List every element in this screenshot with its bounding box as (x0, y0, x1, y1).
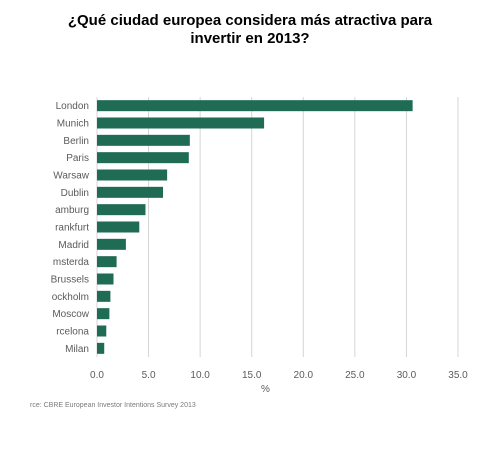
x-tick-label-1: 5.0 (142, 370, 156, 381)
bar-amsterdam (97, 256, 117, 268)
category-label-dublin: Dublin (61, 188, 89, 199)
category-label-paris: Paris (66, 153, 89, 164)
category-label-stockholm: ockholm (52, 292, 89, 303)
bars (97, 100, 413, 354)
bar-moscow (97, 308, 110, 320)
category-label-hamburg: amburg (55, 205, 89, 216)
bar-milan (97, 342, 105, 354)
x-tick-label-7: 35.0 (448, 370, 468, 381)
category-label-madrid: Madrid (58, 240, 89, 251)
bar-munich (97, 117, 265, 129)
bar-berlin (97, 134, 190, 146)
bar-chart: London Munich Berlin Paris Warsaw Dublin ambur… (30, 97, 468, 409)
category-label-milan: Milan (65, 344, 89, 355)
x-tick-label-0: 0.0 (90, 370, 104, 381)
bar-madrid (97, 238, 126, 250)
category-label-moscow: Moscow (52, 309, 89, 320)
category-label-london: London (56, 101, 89, 112)
bar-barcelona (97, 325, 107, 337)
category-label-amsterdam: msterda (53, 257, 90, 268)
category-label-warsaw: Warsaw (53, 171, 90, 182)
chart-title: ¿Qué ciudad europea considera más atract… (67, 12, 433, 47)
bar-hamburg (97, 204, 146, 216)
bar-warsaw (97, 169, 168, 181)
bar-paris (97, 152, 189, 164)
bar-frankfurt (97, 221, 140, 233)
x-tick-labels: 0.0 5.0 10.0 15.0 20.0 25.0 30.0 35.0 (90, 370, 468, 381)
category-labels: London Munich Berlin Paris Warsaw Dublin ambur… (51, 101, 90, 355)
x-tick-label-6: 30.0 (397, 370, 417, 381)
x-axis-title: % (261, 384, 270, 395)
category-label-barcelona: rcelona (56, 327, 89, 338)
x-tick-label-4: 20.0 (294, 370, 314, 381)
bar-london (97, 100, 413, 112)
source-note: rce: CBRE European Investor Intentions S… (30, 402, 196, 409)
category-label-brussels: Brussels (51, 275, 89, 286)
bar-stockholm (97, 290, 111, 302)
bar-brussels (97, 273, 114, 285)
category-label-frankfurt: rankfurt (55, 223, 89, 234)
bar-dublin (97, 186, 164, 198)
category-label-berlin: Berlin (63, 136, 89, 147)
x-tick-label-3: 15.0 (242, 370, 262, 381)
category-label-munich: Munich (57, 119, 89, 130)
x-tick-label-2: 10.0 (190, 370, 210, 381)
plot-panel: London Munich Berlin Paris Warsaw Dublin ambur… (30, 92, 472, 422)
x-tick-label-5: 25.0 (345, 370, 365, 381)
